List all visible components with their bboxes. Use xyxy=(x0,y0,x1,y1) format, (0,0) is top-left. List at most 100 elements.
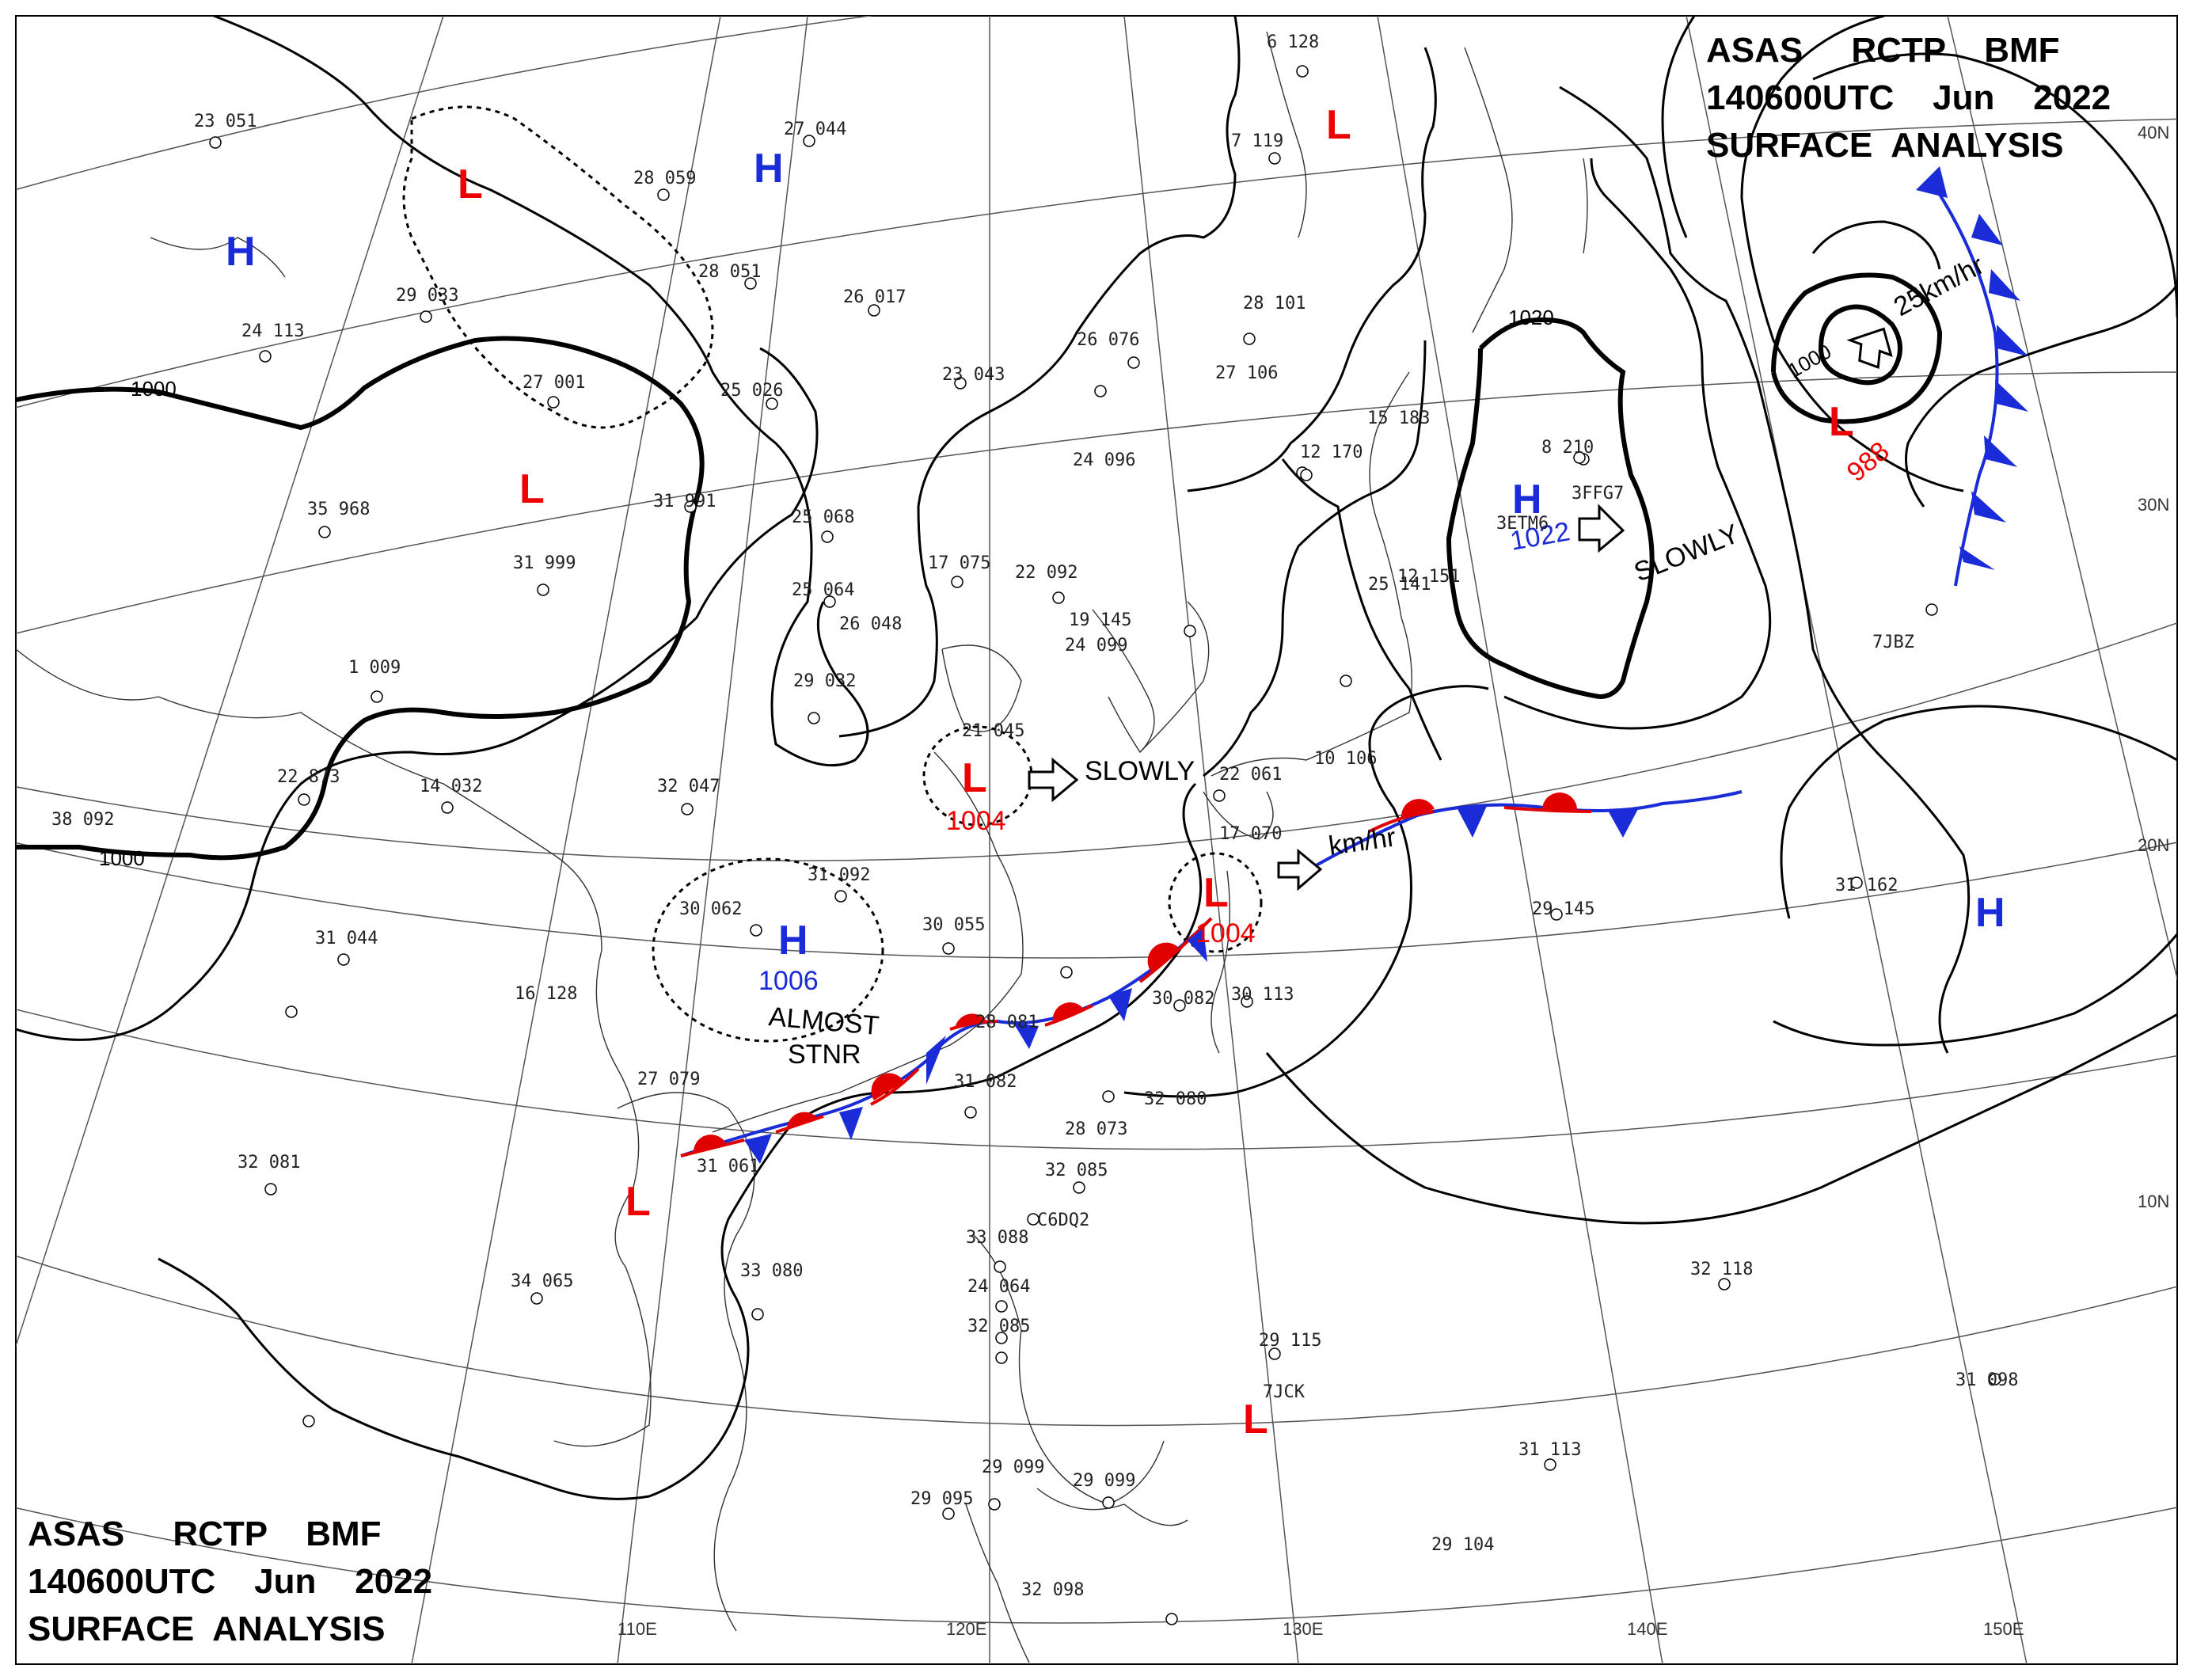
station-text: 29 115 xyxy=(1259,1331,1321,1351)
station-text: C6DQ2 xyxy=(1037,1211,1089,1230)
warm-bump xyxy=(693,1135,727,1153)
lat-line-s xyxy=(16,1507,2177,1624)
station-text: 31 999 xyxy=(513,553,576,573)
lon-label-120e: 120E xyxy=(946,1619,986,1639)
high-value-1006: 1006 xyxy=(758,966,819,996)
isobar-13 xyxy=(1780,705,2177,919)
lon-line-140e xyxy=(1377,16,1663,1664)
station-text: 26 048 xyxy=(839,614,902,634)
isobar-7 xyxy=(1187,47,1437,492)
station-text: 12 151 xyxy=(1397,567,1460,587)
map-frame xyxy=(15,15,2178,1665)
isobar-11 xyxy=(1559,86,1971,1054)
isobar-988-inner xyxy=(1818,304,1902,386)
station-text: 25 026 xyxy=(720,381,783,401)
lon-line-130e xyxy=(1123,16,1299,1664)
station-text: 27 079 xyxy=(637,1070,700,1089)
low-center-taiwan: L xyxy=(1203,870,1229,916)
lon-line-110e xyxy=(617,16,808,1664)
low-center-mongolia: L xyxy=(519,466,545,512)
station-text: 31 061 xyxy=(697,1157,759,1176)
station-text: 3FFG7 xyxy=(1572,484,1624,504)
station-text: 29 033 xyxy=(396,286,458,306)
station-text: 17 070 xyxy=(1219,824,1282,844)
isobar-1020-lower xyxy=(1446,348,1600,699)
lon-label-110e: 110E xyxy=(618,1619,657,1639)
arrow-slowly-1022 xyxy=(1578,504,1625,553)
station-text: 17 075 xyxy=(928,553,990,573)
isobar-3 xyxy=(158,782,1203,1500)
low-center-siberia: L xyxy=(1326,102,1351,148)
cold-front-teeth-east xyxy=(1457,806,1639,838)
station-text: 30 055 xyxy=(922,915,985,935)
dashed-low-north xyxy=(402,105,714,429)
coast-korea-west xyxy=(1092,609,1155,754)
longitude-lines xyxy=(16,16,2177,1664)
station-text: 7JCK xyxy=(1263,1382,1306,1402)
stationary-front-east-warm-segments xyxy=(1369,806,1592,833)
station-text: 31 092 xyxy=(808,865,870,885)
isobar-4 xyxy=(838,16,1241,738)
dashed-low-1004-taiwan xyxy=(1168,852,1263,953)
latitude-lines xyxy=(16,16,2177,1624)
lat-label-10n: 10N xyxy=(2138,1192,2169,1211)
cold-tooth xyxy=(839,1107,863,1140)
isobar-17 xyxy=(1661,16,1696,238)
header-top-line3: SURFACE ANALYSIS xyxy=(1706,126,2064,165)
station-text: 33 080 xyxy=(740,1261,803,1281)
station-circles xyxy=(209,65,2001,1625)
cold-tooth xyxy=(1013,1023,1039,1049)
warm-bump xyxy=(871,1073,904,1100)
high-center-east: H xyxy=(1975,890,2005,936)
note-slowly-yellow-sea: SLOWLY xyxy=(1085,756,1195,786)
isobar-label-1000-east: 1000 xyxy=(1784,339,1835,382)
coast-sakhalin xyxy=(1464,47,1513,333)
station-text: 29 145 xyxy=(1532,899,1594,919)
high-center-1022: H xyxy=(1512,477,1542,523)
warm-bump xyxy=(955,1013,986,1029)
high-center-northwest: H xyxy=(226,229,256,275)
station-text: 30 113 xyxy=(1231,985,1294,1005)
note-kmhr: km/hr xyxy=(1327,822,1397,861)
warm-bump xyxy=(1401,799,1435,817)
station-text: 14 032 xyxy=(420,777,482,796)
warm-front-bumps-west xyxy=(693,942,1180,1153)
station-text: 25 141 xyxy=(1368,575,1431,595)
header-bottom-line1: ASAS RCTP BMF xyxy=(28,1515,382,1553)
station-text: 7JBZ xyxy=(1872,633,1914,652)
station-text: 22 092 xyxy=(1015,563,1077,583)
station-text: 6 128 xyxy=(1267,32,1319,52)
station-text: 24 099 xyxy=(1065,636,1127,656)
low-center-philippine-sea: L xyxy=(1243,1397,1268,1442)
cold-tooth xyxy=(1108,988,1132,1021)
heavy-isobars xyxy=(16,272,1943,861)
coast-japan xyxy=(1211,371,1413,777)
arrow-slowly-yellow-sea xyxy=(1028,757,1079,803)
low-center-north: L xyxy=(458,162,483,207)
high-center-north: H xyxy=(754,146,784,192)
isobar-6 xyxy=(1265,1013,2177,1225)
motion-arrows xyxy=(1028,327,1893,891)
cold-tooth xyxy=(1984,435,2017,467)
pressure-centers: L L L L 1004 L 1004 L 988 L L H H H 1006… xyxy=(226,102,2005,1442)
lon-line-160e xyxy=(1947,16,2177,982)
isobar-label-1020: 1020 xyxy=(1508,306,1554,329)
lat-label-30n: 30N xyxy=(2138,495,2169,515)
lon-label-130e: 130E xyxy=(1283,1619,1323,1639)
low-center-south-china: L xyxy=(625,1179,651,1225)
station-text: 23 051 xyxy=(194,112,257,131)
cold-tooth xyxy=(1959,546,1995,570)
station-text: 12 170 xyxy=(1300,443,1363,462)
coast-lake xyxy=(150,237,286,278)
cold-tooth xyxy=(744,1134,772,1164)
cold-front-988 xyxy=(1930,181,1999,587)
station-text: 10 106 xyxy=(1314,749,1377,769)
lon-line-100e xyxy=(16,16,444,1347)
coast-indochina xyxy=(553,854,652,1447)
cold-tooth xyxy=(1188,928,1207,962)
isobar-18 xyxy=(1811,220,1941,270)
station-text: 25 068 xyxy=(792,507,854,527)
lat-label-20n: 20N xyxy=(2138,835,2169,855)
isobar-14 xyxy=(1905,284,2177,507)
